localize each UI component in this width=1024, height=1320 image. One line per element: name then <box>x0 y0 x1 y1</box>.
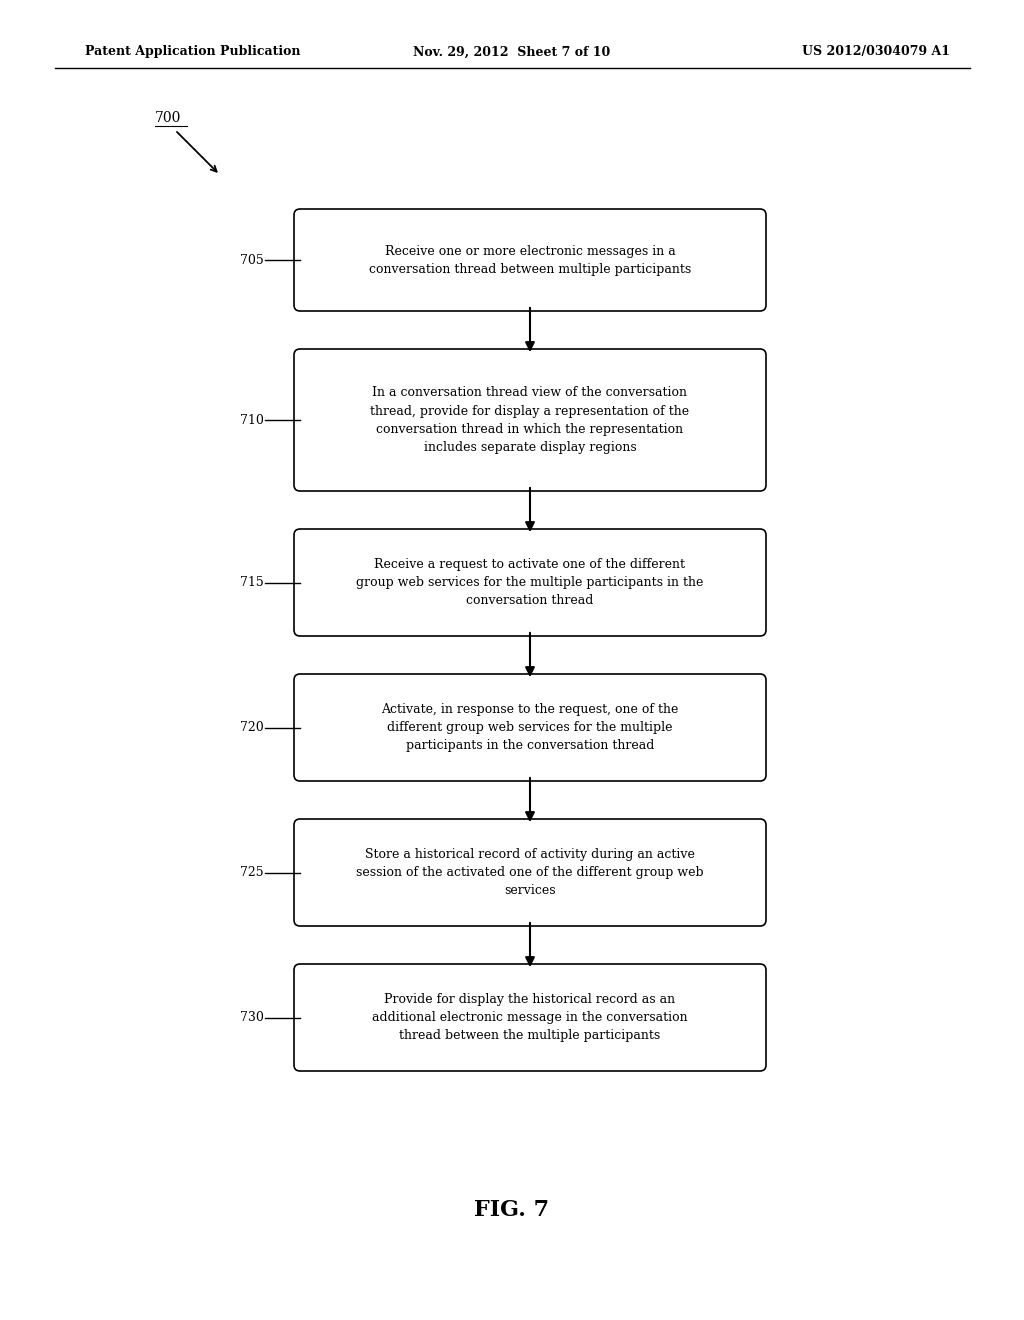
Text: 730: 730 <box>240 1011 264 1024</box>
FancyBboxPatch shape <box>294 209 766 312</box>
Text: 700: 700 <box>155 111 181 125</box>
Text: Receive a request to activate one of the different
group web services for the mu: Receive a request to activate one of the… <box>356 558 703 607</box>
Text: In a conversation thread view of the conversation
thread, provide for display a : In a conversation thread view of the con… <box>371 387 689 454</box>
Text: Patent Application Publication: Patent Application Publication <box>85 45 300 58</box>
Text: Nov. 29, 2012  Sheet 7 of 10: Nov. 29, 2012 Sheet 7 of 10 <box>414 45 610 58</box>
Text: Store a historical record of activity during an active
session of the activated : Store a historical record of activity du… <box>356 847 703 898</box>
FancyBboxPatch shape <box>294 818 766 927</box>
FancyBboxPatch shape <box>294 675 766 781</box>
FancyBboxPatch shape <box>294 964 766 1071</box>
Text: 710: 710 <box>240 413 264 426</box>
Text: FIG. 7: FIG. 7 <box>474 1199 550 1221</box>
Text: Provide for display the historical record as an
additional electronic message in: Provide for display the historical recor… <box>372 993 688 1041</box>
Text: 715: 715 <box>240 576 264 589</box>
Text: US 2012/0304079 A1: US 2012/0304079 A1 <box>802 45 950 58</box>
Text: 720: 720 <box>240 721 264 734</box>
Text: 725: 725 <box>240 866 263 879</box>
FancyBboxPatch shape <box>294 529 766 636</box>
Text: Receive one or more electronic messages in a
conversation thread between multipl: Receive one or more electronic messages … <box>369 244 691 276</box>
FancyBboxPatch shape <box>294 348 766 491</box>
Text: Activate, in response to the request, one of the
different group web services fo: Activate, in response to the request, on… <box>381 704 679 752</box>
Text: 705: 705 <box>240 253 264 267</box>
